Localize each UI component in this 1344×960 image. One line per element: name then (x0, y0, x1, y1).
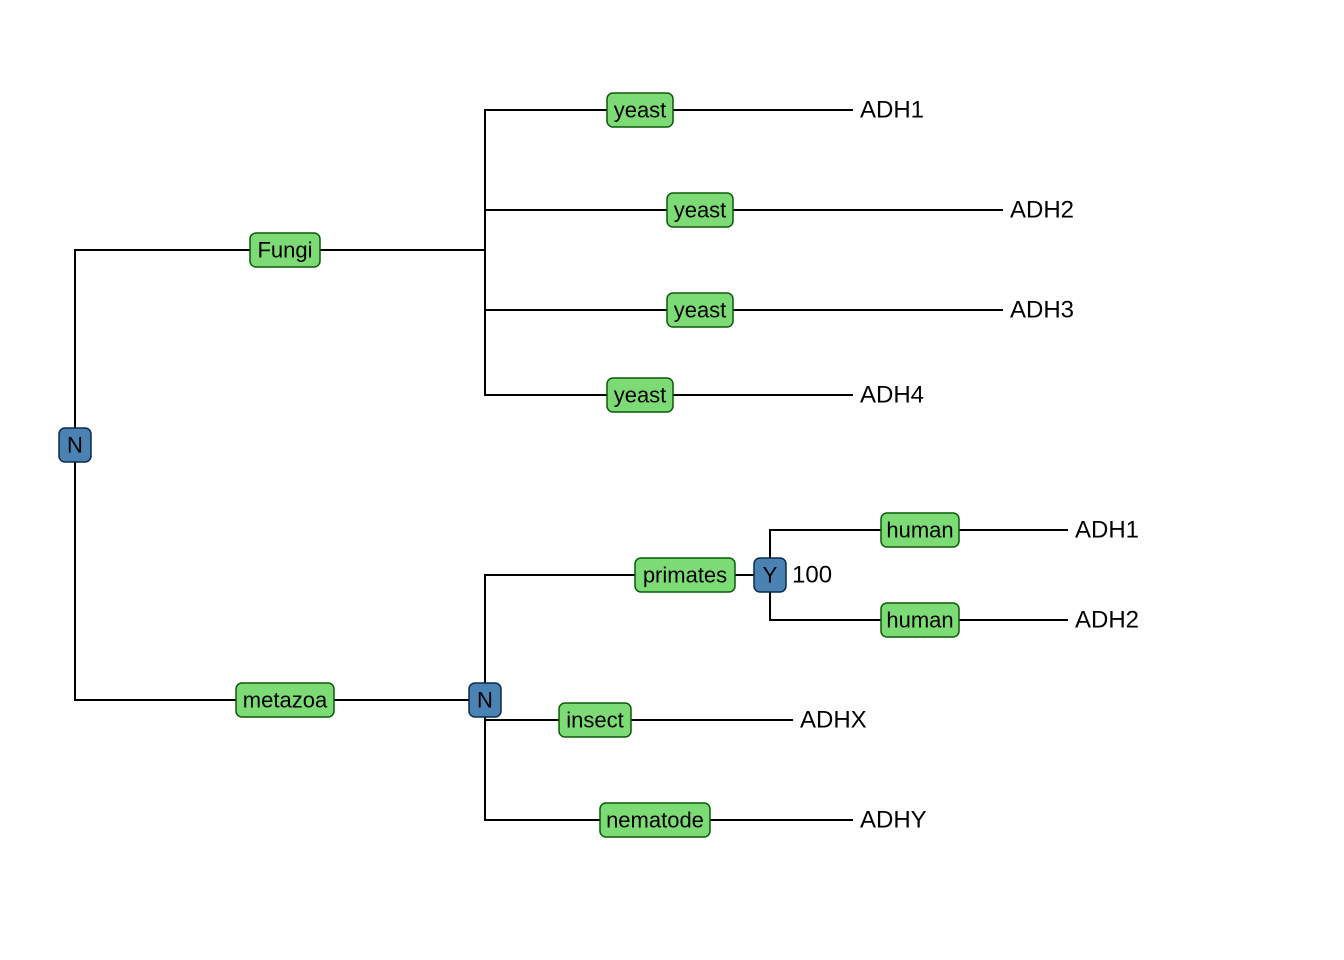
leaf-adhy: ADHY (860, 807, 927, 834)
metazoa-node-label: metazoa (243, 688, 328, 713)
yeast-node-label: yeast (674, 198, 727, 223)
leaf-adh4: ADH4 (860, 382, 924, 409)
leaf-adh3: ADH3 (1010, 297, 1074, 324)
support-100: 100 (792, 562, 832, 589)
primates-y-node-label: Y (763, 563, 778, 588)
fungi-node-label: Fungi (257, 238, 312, 263)
phylogenetic-tree: N Fungi yeast ADH1 yeast ADH2 yeast ADH3 yeast AD… (0, 0, 1344, 960)
human-node-label: human (886, 518, 953, 543)
root-node-label: N (67, 433, 83, 458)
insect-node-label: insect (566, 708, 623, 733)
leaf-adh1-human: ADH1 (1075, 517, 1139, 544)
yeast-node-label: yeast (614, 98, 667, 123)
yeast-node-label: yeast (674, 298, 727, 323)
leaf-adh1: ADH1 (860, 97, 924, 124)
primates-node-label: primates (643, 563, 727, 588)
leaf-adh2: ADH2 (1010, 197, 1074, 224)
yeast-node-label: yeast (614, 383, 667, 408)
human-node-label: human (886, 608, 953, 633)
metazoa-n-node-label: N (477, 688, 493, 713)
nematode-node-label: nematode (606, 808, 704, 833)
leaf-adh2-human: ADH2 (1075, 607, 1139, 634)
leaf-adhx: ADHX (800, 707, 867, 734)
